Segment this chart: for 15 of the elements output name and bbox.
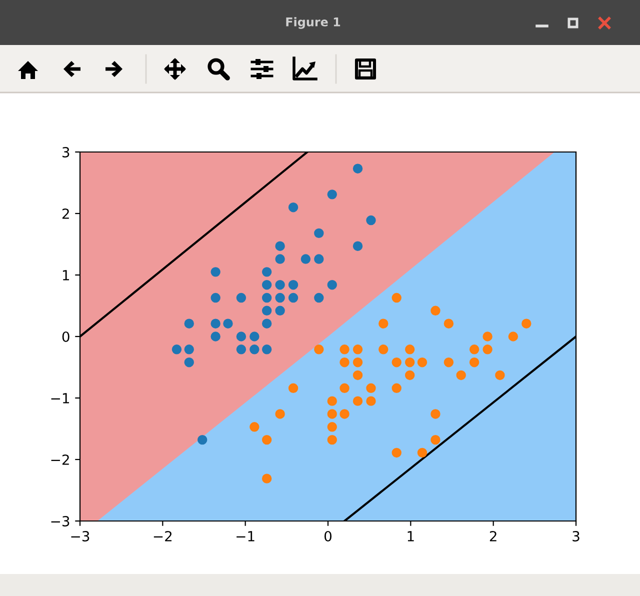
y-tick-label: 1 <box>62 270 69 280</box>
x-tick-label: −2 <box>154 530 172 542</box>
x-tick-label: 0 <box>324 530 332 542</box>
y-tick-label: −2 <box>51 454 69 465</box>
chart-title: Figure 1 <box>286 17 340 29</box>
y-tick-label: −3 <box>51 516 70 526</box>
x-tick-label: 1 <box>408 531 414 542</box>
y-tick-label: 0 <box>62 331 70 342</box>
y-tick-label: 3 <box>62 146 70 158</box>
y-tick-label: −1 <box>51 393 69 404</box>
x-tick-label: 3 <box>572 530 580 542</box>
x-tick-label: −1 <box>236 531 254 542</box>
y-tick-label: 2 <box>62 208 69 219</box>
x-tick-label: −3 <box>71 530 90 542</box>
x-tick-label: 2 <box>490 530 496 542</box>
